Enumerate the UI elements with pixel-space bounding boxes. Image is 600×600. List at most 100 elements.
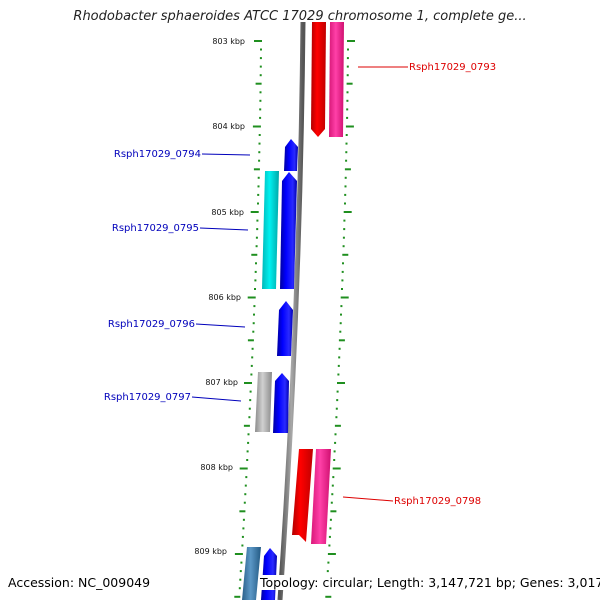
- minor-tick: [341, 270, 344, 273]
- minor-tick: [257, 176, 260, 179]
- accession-text: Accession: NC_009049: [8, 575, 151, 590]
- major-tick: [347, 40, 355, 42]
- minor-tick: [253, 168, 260, 171]
- gene-label-0795[interactable]: Rsph17029_0795: [112, 223, 199, 234]
- minor-tick: [259, 116, 262, 119]
- gene-label-0796[interactable]: Rsph17029_0796: [108, 319, 195, 330]
- minor-tick: [342, 236, 345, 239]
- minor-tick: [252, 330, 255, 333]
- minor-tick: [326, 570, 329, 573]
- minor-tick: [259, 99, 262, 102]
- kbp-label-808: 808 kbp: [200, 463, 233, 472]
- minor-tick: [338, 339, 345, 342]
- cds-partial-bottom[interactable]: [242, 547, 261, 600]
- major-tick: [244, 382, 252, 384]
- gene-rsph17029-0794[interactable]: [284, 139, 298, 171]
- major-tick: [254, 40, 262, 42]
- gene-partial-bottom[interactable]: [261, 548, 277, 600]
- minor-tick: [255, 245, 258, 248]
- kbp-labels: 803 kbp 804 kbp 805 kbp 806 kbp 807 kbp …: [194, 37, 245, 556]
- minor-tick: [257, 202, 259, 205]
- gene-rsph17029-0798[interactable]: [292, 449, 313, 542]
- minor-tick: [343, 228, 346, 231]
- minor-tick: [342, 262, 344, 265]
- minor-tick: [242, 527, 245, 530]
- minor-tick: [342, 245, 345, 248]
- minor-tick: [243, 501, 246, 504]
- minor-tick: [250, 364, 253, 367]
- minor-tick: [346, 82, 353, 85]
- minor-tick: [336, 399, 339, 402]
- minor-tick: [244, 484, 247, 487]
- minor-tick: [331, 484, 334, 487]
- minor-tick: [329, 518, 332, 521]
- minor-tick: [334, 433, 337, 436]
- minor-tick: [346, 57, 349, 60]
- minor-tick: [259, 57, 262, 60]
- minor-tick: [247, 339, 254, 342]
- minor-tick: [344, 193, 347, 196]
- minor-tick: [259, 91, 262, 94]
- minor-tick: [258, 134, 261, 136]
- minor-tick: [328, 535, 331, 538]
- minor-tick: [247, 433, 250, 436]
- minor-tick: [328, 544, 331, 547]
- gene-rsph17029-0793[interactable]: [311, 22, 326, 137]
- minor-tick: [346, 116, 349, 119]
- minor-tick: [239, 510, 246, 513]
- minor-tick: [327, 561, 330, 564]
- major-tick: [234, 553, 243, 555]
- cds-rsph17029-0798[interactable]: [311, 449, 331, 544]
- minor-tick: [340, 313, 342, 316]
- gene-label-0798[interactable]: Rsph17029_0798: [394, 496, 481, 507]
- minor-tick: [333, 450, 336, 453]
- minor-tick: [344, 176, 347, 179]
- minor-tick: [251, 347, 254, 350]
- minor-tick: [253, 313, 255, 316]
- gene-leaders: [191, 66, 408, 502]
- minor-tick: [329, 527, 332, 530]
- minor-tick: [238, 587, 241, 590]
- minor-tick: [241, 535, 244, 538]
- minor-tick: [254, 288, 256, 290]
- major-tick: [247, 296, 256, 299]
- minor-tick: [330, 501, 333, 504]
- minor-tick: [250, 373, 253, 376]
- gene-label-0793[interactable]: Rsph17029_0793: [409, 62, 496, 73]
- gene-rsph17029-0795[interactable]: [280, 172, 297, 289]
- chromosome-backbone: [277, 21, 306, 600]
- cds-rsph17029-0797[interactable]: [255, 372, 272, 432]
- cds-rsph17029-0795[interactable]: [262, 171, 279, 289]
- minor-tick: [344, 185, 347, 188]
- major-tick: [250, 211, 259, 213]
- minor-tick: [241, 544, 244, 547]
- minor-tick: [346, 99, 349, 102]
- minor-tick: [339, 322, 342, 325]
- minor-tick: [255, 82, 262, 85]
- minor-tick: [333, 459, 336, 461]
- minor-tick: [345, 159, 348, 162]
- minor-tick: [346, 74, 349, 77]
- minor-tick: [257, 193, 260, 196]
- minor-tick: [334, 441, 337, 444]
- kbp-label-806: 806 kbp: [208, 293, 241, 302]
- minor-tick: [253, 305, 256, 308]
- minor-tick: [338, 347, 341, 350]
- gene-label-0794[interactable]: Rsph17029_0794: [114, 149, 201, 160]
- minor-tick: [246, 450, 249, 453]
- cds-rsph17029-0793[interactable]: [329, 22, 344, 137]
- minor-tick: [260, 48, 262, 51]
- gene-rsph17029-0796[interactable]: [277, 301, 293, 356]
- minor-tick: [335, 407, 338, 410]
- minor-tick: [256, 219, 259, 222]
- minor-tick: [335, 416, 338, 419]
- minor-tick: [332, 476, 335, 479]
- minor-tick: [347, 48, 349, 51]
- minor-tick: [254, 279, 257, 282]
- gene-label-0797[interactable]: Rsph17029_0797: [104, 392, 191, 403]
- gene-rsph17029-0797[interactable]: [273, 373, 289, 433]
- kbp-label-807: 807 kbp: [205, 378, 238, 387]
- topology-text: Topology: circular; Length: 3,147,721 bp…: [260, 575, 600, 590]
- minor-tick: [246, 459, 249, 461]
